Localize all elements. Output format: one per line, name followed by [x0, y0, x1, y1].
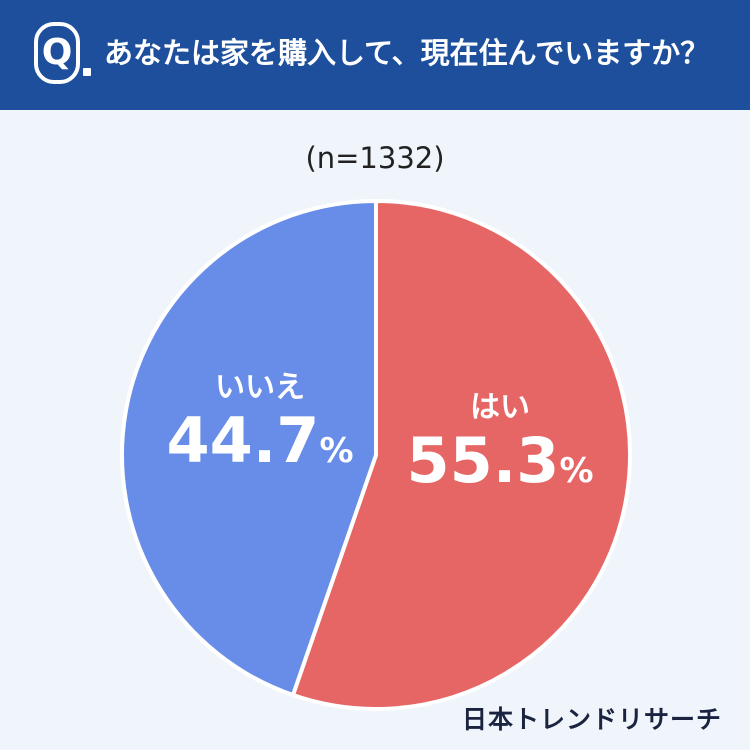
pie-slice-no: [120, 199, 378, 698]
slice-label-no: いいえ 44.7%: [160, 370, 360, 476]
question-text: あなたは家を購入して、現在住んでいますか？: [104, 36, 710, 70]
brand-logo: 日本トレンドリサーチ: [461, 705, 722, 734]
slice-label-yes: はい 55.3%: [400, 390, 600, 496]
question-badge-icon: Q: [34, 22, 80, 84]
question-badge-dot: [83, 68, 91, 76]
slice-value-no: 44.7: [166, 404, 320, 477]
slice-name-no: いいえ: [215, 370, 305, 405]
question-badge-letter: Q: [41, 32, 73, 73]
slice-unit-no: %: [319, 431, 354, 471]
slice-unit-yes: %: [559, 451, 594, 491]
slice-value-yes: 55.3: [406, 424, 560, 497]
sample-size: (n=1332): [305, 141, 445, 175]
slice-name-yes: はい: [470, 390, 530, 425]
header-bar: Q あなたは家を購入して、現在住んでいますか？: [0, 0, 750, 110]
